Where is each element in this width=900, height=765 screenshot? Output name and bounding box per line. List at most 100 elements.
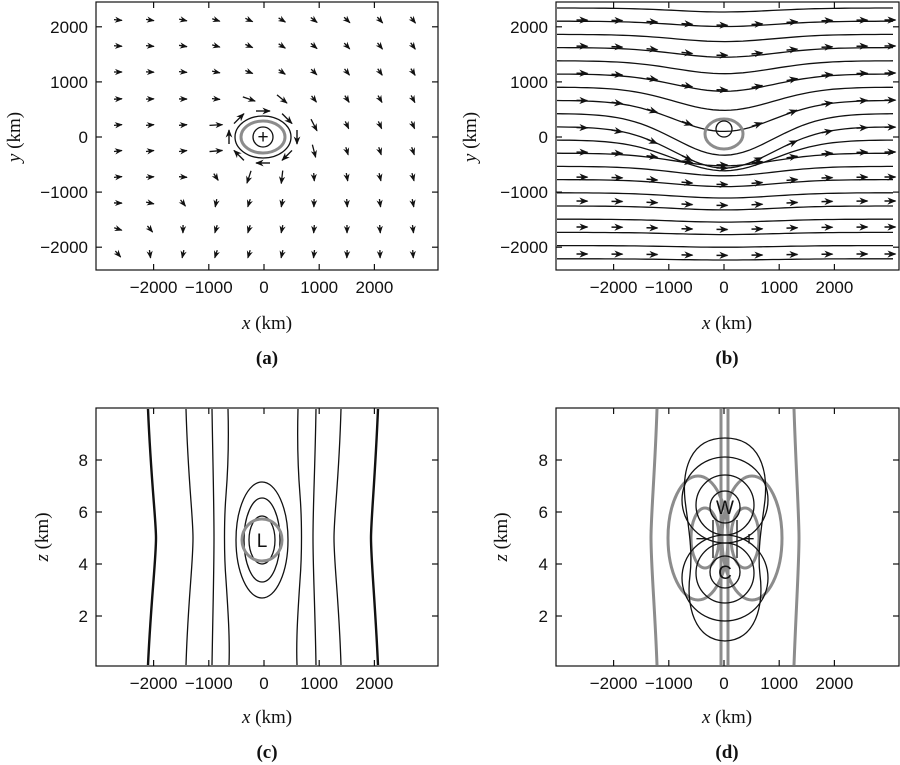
- streamline: [557, 244, 893, 248]
- vector-arrow: [279, 249, 286, 259]
- vector-arrow: [277, 41, 287, 49]
- flow-arrow: [821, 100, 834, 108]
- vector-arrow: [342, 67, 351, 76]
- flow-arrow: [681, 157, 694, 165]
- y-tick-label: 0: [79, 128, 88, 147]
- flow-arrow: [751, 159, 764, 167]
- flow-arrow: [681, 153, 693, 162]
- streamline: [557, 178, 893, 188]
- vector-arrow: [279, 198, 286, 208]
- x-tick-label: −2000: [130, 674, 178, 693]
- panel-d-gray-far-right: [792, 408, 801, 666]
- x-tick-label: −1000: [645, 278, 693, 297]
- panel-a-y-axis-label: y (km): [4, 112, 25, 164]
- x-tick-label: 1000: [760, 674, 798, 693]
- flow-arrow: [751, 50, 764, 58]
- flow-arrow: [681, 20, 694, 28]
- vector-arrow: [209, 147, 224, 155]
- vector-arrow: [178, 148, 188, 155]
- x-tick-label: 0: [719, 674, 728, 693]
- panel-d-cold-inner: [709, 555, 741, 589]
- y-tick-label: 2000: [510, 18, 548, 37]
- vector-arrow: [113, 174, 123, 181]
- vector-arrow: [408, 120, 416, 130]
- y-tick-label: 2: [79, 607, 88, 626]
- vector-arrow: [409, 198, 416, 208]
- vector-arrow: [375, 120, 383, 130]
- streamline: [557, 231, 893, 236]
- y-tick-label: 8: [539, 451, 548, 470]
- panel-c-contour-8: [243, 497, 281, 583]
- flow-arrow: [681, 49, 694, 57]
- panel-a-x-axis-label: x (km): [241, 313, 292, 334]
- vector-arrow: [408, 67, 416, 77]
- vector-arrow: [343, 198, 350, 208]
- vector-arrow: [408, 41, 416, 50]
- panel-d-cold-label: C: [718, 563, 732, 584]
- vector-arrow: [375, 15, 384, 24]
- panel-b-caption: (b): [715, 348, 738, 369]
- y-tick-label: 6: [79, 503, 88, 522]
- flow-arrow: [681, 119, 694, 126]
- panel-a-frame: [95, 1, 439, 271]
- panel-c-x-axis-label: x (km): [241, 707, 292, 728]
- flow-arrow: [646, 152, 659, 160]
- vector-arrow: [376, 146, 383, 156]
- vector-arrow: [311, 224, 318, 234]
- x-tick-label: −1000: [645, 674, 693, 693]
- panel-d-y-axis-label: z (km): [491, 512, 512, 562]
- panel-d-x-axis-label: x (km): [701, 707, 752, 728]
- vector-arrow: [343, 146, 350, 156]
- panel-d-gray-lobe-left-inner: [689, 506, 721, 570]
- panel-d-gray-lobe-left-outer: [666, 474, 730, 602]
- streamline: [557, 192, 893, 199]
- vector-arrow: [408, 94, 416, 104]
- circulation-arrow: [281, 113, 293, 125]
- flow-arrow: [751, 179, 764, 187]
- panel-c-contour-7: [235, 481, 289, 599]
- streamline: [556, 113, 894, 156]
- flow-arrow: [646, 45, 659, 53]
- vector-arrow: [244, 41, 254, 49]
- panel-a: + −2000 −1000 0 1000 2000200010000−1000−2000…: [4, 1, 439, 369]
- y-tick-label: 0: [539, 128, 548, 147]
- flow-arrow: [786, 176, 799, 184]
- panel-a-vector-field: [113, 15, 417, 259]
- vector-arrow: [376, 172, 383, 182]
- vector-arrow: [343, 172, 350, 182]
- flow-arrow: [611, 126, 624, 135]
- panel-b-center-circle: [715, 120, 733, 138]
- panel-c-contour-6: [296, 408, 303, 666]
- streamline: [556, 60, 894, 75]
- vector-arrow: [211, 172, 219, 181]
- panel-a-high-symbol: +: [257, 127, 268, 148]
- x-tick-label: 2000: [815, 278, 853, 297]
- panel-d: W C − + −2000 −1000 0 1000 2000 8 6 4 2 x (km) z…: [491, 407, 900, 763]
- flow-arrow: [646, 136, 658, 145]
- flow-arrow: [821, 128, 834, 136]
- vector-arrow: [409, 249, 416, 259]
- y-tick-label: −2000: [500, 238, 548, 257]
- panel-b-x-axis-label: x (km): [701, 313, 752, 334]
- flow-arrow: [786, 140, 798, 148]
- y-tick-label: 6: [539, 503, 548, 522]
- vector-arrow: [178, 122, 188, 129]
- flow-arrow: [681, 200, 694, 208]
- vector-arrow: [211, 95, 221, 102]
- vector-arrow: [180, 249, 187, 259]
- flow-arrow: [786, 18, 799, 26]
- flow-arrow: [751, 20, 764, 28]
- vector-arrow: [211, 16, 221, 23]
- panel-d-black-outer: [683, 437, 767, 642]
- x-tick-label: −2000: [130, 278, 178, 297]
- flow-arrow: [751, 122, 764, 129]
- vector-arrow: [278, 170, 286, 185]
- vector-arrow: [178, 68, 188, 75]
- panel-c-ticks: −2000 −1000 0 1000 2000 8 6 4 2: [79, 408, 438, 693]
- panel-b-frame: [555, 1, 900, 271]
- panel-a-outer-contour: [234, 115, 292, 159]
- x-tick-label: 1000: [300, 674, 338, 693]
- panel-b-gray-contour: [703, 117, 745, 151]
- panel-d-black-contours: [681, 437, 769, 642]
